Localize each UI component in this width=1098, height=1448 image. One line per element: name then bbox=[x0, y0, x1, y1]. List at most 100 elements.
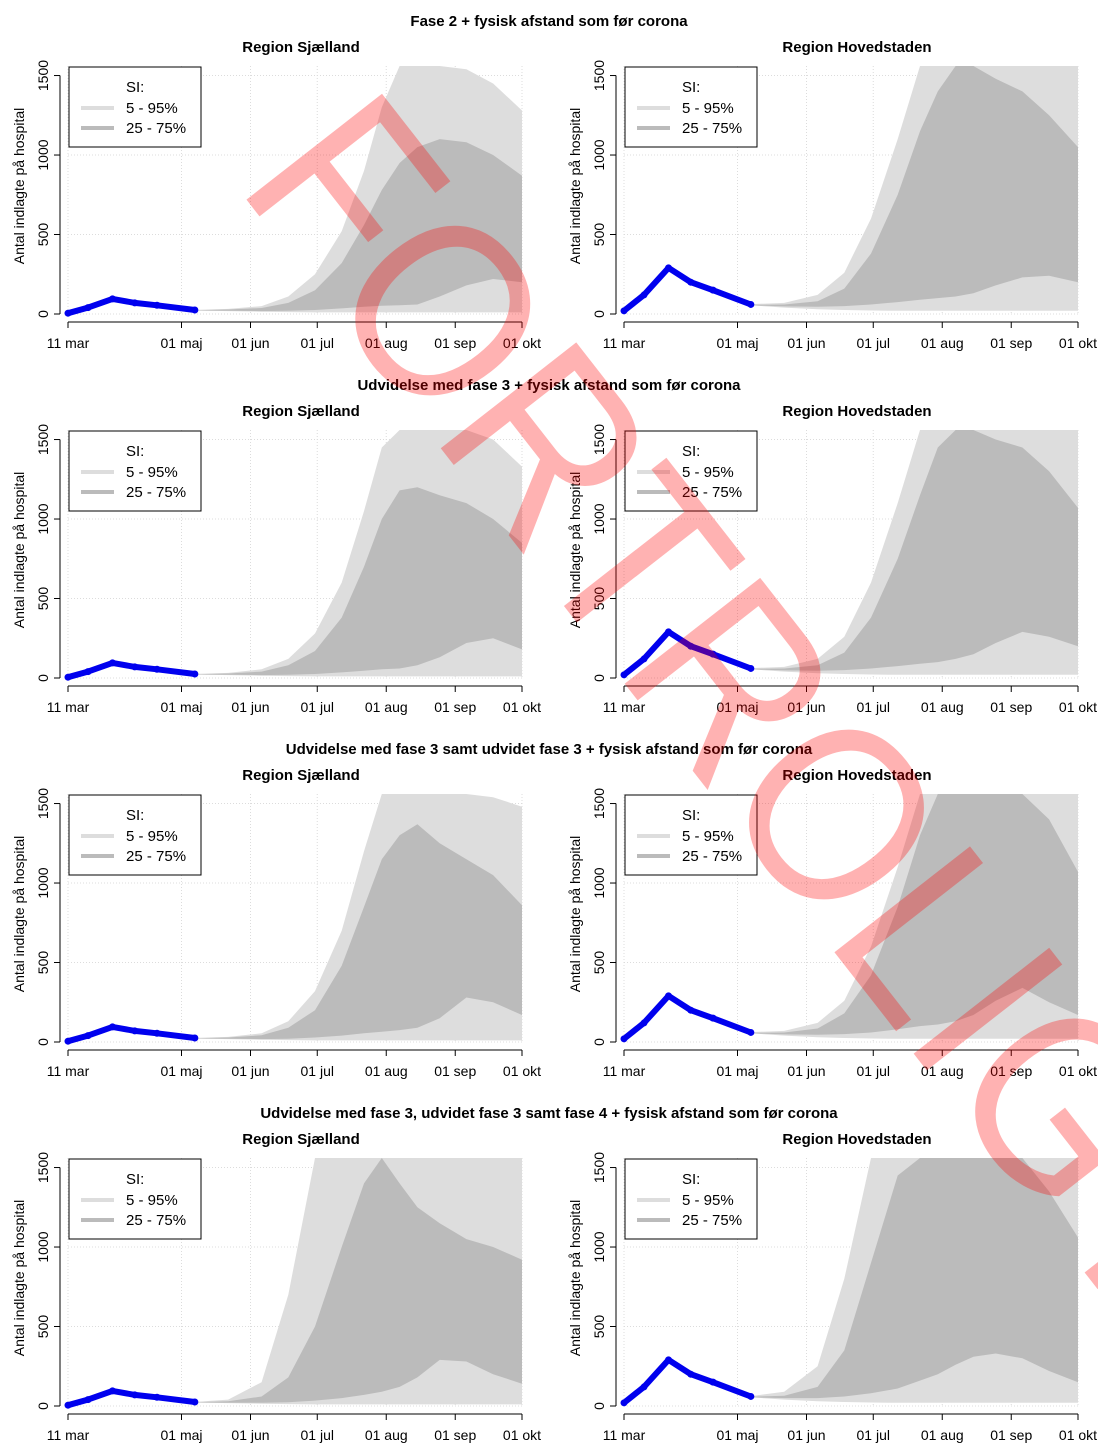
observed-point bbox=[84, 304, 92, 312]
chart-panel: Region Sjælland 11 mar 01 maj 01 jun 01 jul 0… bbox=[11, 1131, 541, 1443]
panel-title: Region Hovedstaden bbox=[782, 1131, 931, 1148]
x-tick-label: 01 aug bbox=[921, 1427, 964, 1443]
x-tick-label: 01 aug bbox=[365, 335, 408, 351]
observed-point bbox=[709, 1014, 717, 1022]
y-tick-label: 1000 bbox=[591, 1231, 607, 1262]
observed-point bbox=[687, 278, 695, 286]
observed-point bbox=[153, 665, 161, 673]
observed-point bbox=[131, 1391, 139, 1399]
y-tick-label: 1000 bbox=[35, 139, 51, 170]
legend: SI: 5 - 95% 25 - 75% bbox=[624, 430, 758, 512]
observed-point bbox=[191, 306, 199, 314]
x-tick-label: 01 maj bbox=[716, 1063, 758, 1079]
x-tick-label: 01 okt bbox=[503, 1063, 541, 1079]
x-tick-label: 01 jun bbox=[231, 1063, 269, 1079]
observed-point bbox=[191, 1034, 199, 1042]
observed-point bbox=[747, 664, 755, 672]
y-tick-label: 1500 bbox=[35, 424, 51, 455]
y-axis-label: Antal indlagte på hospital bbox=[11, 472, 27, 628]
legend-title: SI: bbox=[126, 79, 144, 96]
band-25-75 bbox=[194, 824, 522, 1040]
chart-panel: Region Hovedstaden 11 mar 01 maj 01 jun 01 j… bbox=[567, 1131, 1097, 1443]
panel-title: Region Sjælland bbox=[242, 767, 360, 784]
y-tick-label: 0 bbox=[591, 1038, 607, 1046]
x-tick-label: 01 okt bbox=[1059, 1427, 1097, 1443]
x-tick-label: 01 jul bbox=[301, 335, 334, 351]
chart-panel: Region Sjælland 11 mar 01 maj 01 jun 01 jul 0… bbox=[11, 403, 541, 715]
legend: SI: 5 - 95% 25 - 75% bbox=[624, 794, 758, 876]
panel-title: Region Sjælland bbox=[242, 39, 360, 56]
x-tick-label: 01 jun bbox=[231, 1427, 269, 1443]
chart-panel: Region Sjælland 11 mar 01 maj 01 jun 01 jul 0… bbox=[11, 767, 541, 1079]
y-tick-label: 1500 bbox=[591, 424, 607, 455]
legend-item-label: 5 - 95% bbox=[682, 464, 734, 481]
x-tick-label: 01 okt bbox=[503, 335, 541, 351]
observed-point bbox=[153, 301, 161, 309]
observed-point bbox=[687, 642, 695, 650]
observed-point bbox=[747, 300, 755, 308]
x-tick-label: 01 maj bbox=[716, 699, 758, 715]
legend-item-label: 25 - 75% bbox=[682, 484, 742, 501]
panel-title: Region Hovedstaden bbox=[782, 767, 931, 784]
x-tick-label: 01 maj bbox=[160, 1063, 202, 1079]
legend-item-label: 5 - 95% bbox=[126, 828, 178, 845]
y-tick-label: 1000 bbox=[35, 867, 51, 898]
x-tick-label: 01 maj bbox=[716, 335, 758, 351]
observed-line bbox=[621, 1356, 754, 1406]
legend-item-label: 25 - 75% bbox=[126, 484, 186, 501]
panels-layer: Region Sjælland 11 mar 01 maj 01 jun 01 jul 0… bbox=[11, 13, 1097, 1443]
x-tick-label: 01 maj bbox=[716, 1427, 758, 1443]
observed-point bbox=[747, 1392, 755, 1400]
x-tick-label: 01 sep bbox=[990, 1063, 1032, 1079]
y-tick-label: 0 bbox=[35, 674, 51, 682]
observed-point bbox=[109, 295, 117, 303]
x-tick-label: 11 mar bbox=[603, 699, 646, 715]
y-axis-label: Antal indlagte på hospital bbox=[567, 472, 583, 628]
x-tick-label: 01 sep bbox=[990, 1427, 1032, 1443]
x-tick-label: 01 aug bbox=[365, 1427, 408, 1443]
observed-point bbox=[709, 650, 717, 658]
chart-panel: Region Hovedstaden 11 mar 01 maj 01 jun 01 j… bbox=[567, 39, 1097, 351]
y-tick-label: 1000 bbox=[591, 867, 607, 898]
legend: SI: 5 - 95% 25 - 75% bbox=[68, 1158, 202, 1240]
chart-panel: Region Sjælland 11 mar 01 maj 01 jun 01 jul 0… bbox=[11, 39, 541, 351]
legend-item-label: 5 - 95% bbox=[682, 828, 734, 845]
observed-point bbox=[665, 992, 673, 1000]
legend-box bbox=[68, 430, 202, 512]
x-tick-label: 01 jul bbox=[857, 335, 890, 351]
observed-point bbox=[153, 1029, 161, 1037]
legend-title: SI: bbox=[682, 1171, 700, 1188]
x-tick-label: 01 jul bbox=[857, 1063, 890, 1079]
y-tick-label: 500 bbox=[35, 587, 51, 611]
legend-item-label: 5 - 95% bbox=[126, 100, 178, 117]
legend: SI: 5 - 95% 25 - 75% bbox=[68, 430, 202, 512]
x-tick-label: 01 jul bbox=[301, 699, 334, 715]
observed-point bbox=[64, 1037, 72, 1045]
observed-point bbox=[640, 1019, 648, 1027]
x-tick-label: 01 okt bbox=[1059, 699, 1097, 715]
legend-item-label: 25 - 75% bbox=[126, 1212, 186, 1229]
panel-title: Region Hovedstaden bbox=[782, 39, 931, 56]
y-tick-label: 0 bbox=[35, 310, 51, 318]
legend-item-label: 5 - 95% bbox=[682, 1192, 734, 1209]
panel-title: Region Hovedstaden bbox=[782, 403, 931, 420]
legend-title: SI: bbox=[682, 807, 700, 824]
y-tick-label: 1000 bbox=[591, 503, 607, 534]
x-tick-label: 01 jul bbox=[857, 699, 890, 715]
observed-point bbox=[665, 1356, 673, 1364]
observed-point bbox=[84, 1396, 92, 1404]
x-tick-label: 01 jun bbox=[787, 335, 825, 351]
y-tick-label: 500 bbox=[35, 951, 51, 975]
x-tick-label: 01 sep bbox=[434, 1063, 476, 1079]
legend-title: SI: bbox=[126, 1171, 144, 1188]
observed-point bbox=[620, 1399, 628, 1407]
legend-item-label: 5 - 95% bbox=[126, 464, 178, 481]
x-tick-label: 01 sep bbox=[434, 335, 476, 351]
x-tick-label: 01 jul bbox=[857, 1427, 890, 1443]
observed-point bbox=[620, 307, 628, 315]
observed-point bbox=[64, 1401, 72, 1409]
band-25-75 bbox=[194, 1158, 522, 1403]
observed-point bbox=[640, 291, 648, 299]
observed-line bbox=[621, 628, 754, 678]
observed-point bbox=[191, 670, 199, 678]
